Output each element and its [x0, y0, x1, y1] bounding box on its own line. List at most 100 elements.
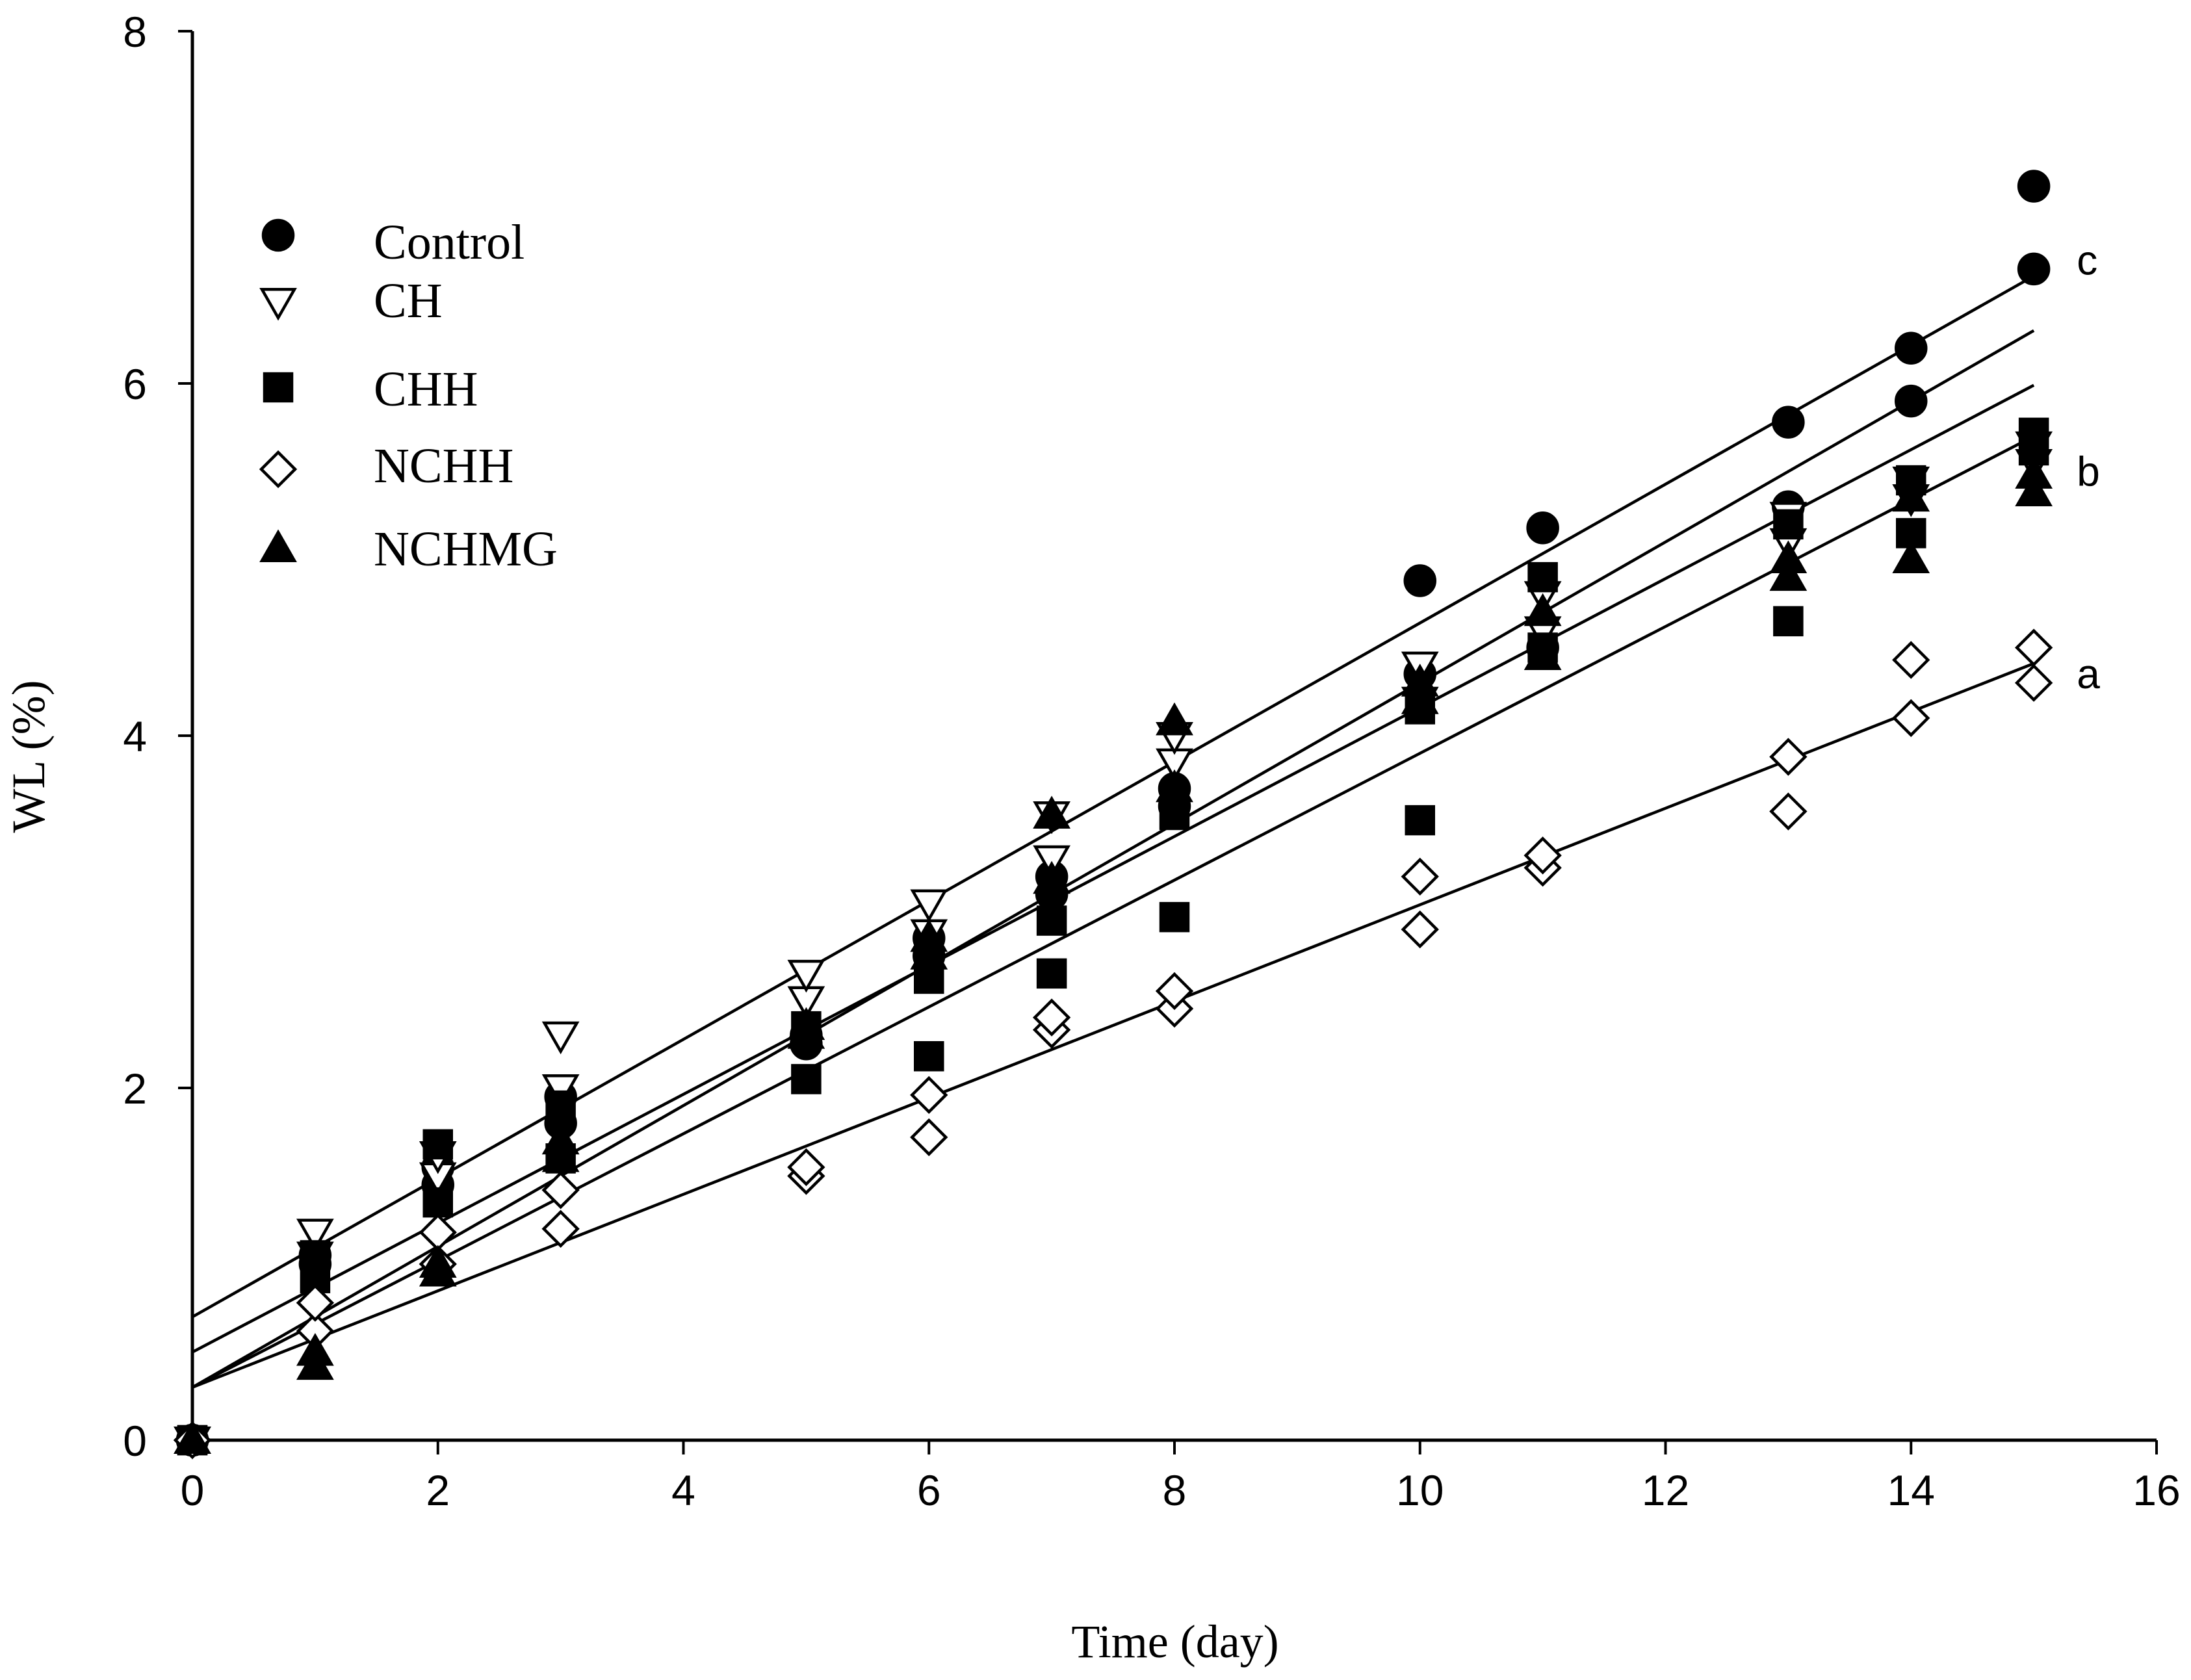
data-point-control: [1403, 564, 1436, 597]
legend-marker-ch: [259, 288, 297, 321]
data-point-nchh: [1523, 836, 1562, 875]
data-point-ch: [541, 1021, 580, 1055]
y-tick-label: 8: [123, 8, 147, 56]
data-point-nchh: [910, 1118, 948, 1157]
x-tick-label: 10: [1396, 1466, 1444, 1514]
data-point-chh: [1159, 799, 1190, 831]
annotation-label: c: [2077, 237, 2097, 283]
fit-lines: [191, 274, 2035, 1389]
data-point-nchmg: [787, 1007, 825, 1040]
data-point-nchmg: [2015, 473, 2053, 507]
data-point-control: [1526, 511, 1559, 545]
data-point-chh: [300, 1240, 331, 1271]
data-point-nchmg: [1523, 637, 1562, 671]
y-tick-label: 4: [123, 712, 147, 760]
series-nchh: [173, 628, 2053, 1460]
data-point-chh: [1773, 509, 1804, 540]
legend-marker-chh: [263, 372, 294, 403]
legend-label-nchmg: NCHMG: [374, 522, 558, 576]
series-ch: [174, 431, 2053, 1460]
data-point-nchh: [1401, 857, 1439, 896]
x-tick-label: 12: [1642, 1466, 1689, 1514]
legend-marker-nchh: [259, 450, 298, 489]
data-point-chh: [1036, 905, 1067, 936]
data-point-nchmg: [1401, 681, 1439, 714]
legend-label-ch: CH: [374, 274, 443, 328]
fit-line-chh: [191, 435, 2035, 1389]
data-point-ch: [910, 889, 948, 922]
fit-line-control: [191, 274, 2035, 1319]
fit-line-nchh: [192, 662, 2034, 1389]
data-point-nchmg: [910, 919, 948, 952]
data-point-nchmg: [541, 1139, 580, 1172]
data-point-nchmg: [1523, 593, 1562, 627]
data-markers: [173, 170, 2053, 1460]
data-point-ch: [787, 959, 825, 993]
legend-marker-nchmg: [259, 529, 297, 562]
y-tick-label: 6: [123, 360, 147, 408]
data-point-nchmg: [1892, 540, 1930, 573]
annotation-label: a: [2077, 651, 2100, 697]
x-tick-label: 6: [917, 1466, 941, 1514]
data-point-nchh: [541, 1209, 580, 1248]
data-point-nchmg: [1156, 702, 1193, 736]
axes: 0 2 4 6 8 10 12 14 16 0 2 4 6 8: [123, 8, 2180, 1514]
x-tick-label: 0: [181, 1466, 205, 1514]
data-point-nchh: [910, 1076, 948, 1115]
data-point-nchmg: [1892, 478, 1930, 512]
data-point-nchh: [2014, 628, 2053, 667]
data-point-nchh: [1401, 910, 1439, 949]
data-point-nchh: [1032, 998, 1071, 1037]
data-point-control: [2017, 170, 2051, 203]
data-point-nchmg: [1033, 795, 1071, 829]
data-point-nchh: [1769, 738, 1808, 776]
series-nchmg: [174, 456, 2053, 1454]
data-point-chh: [1405, 805, 1435, 836]
data-point-nchh: [1769, 792, 1808, 831]
x-tick-label: 14: [1887, 1466, 1935, 1514]
data-point-nchmg: [1769, 540, 1808, 573]
data-point-nchh: [1155, 972, 1194, 1011]
annotations: c b a: [2077, 237, 2100, 697]
legend-label-nchh: NCHH: [374, 439, 513, 493]
legend-label-control: Control: [374, 215, 525, 270]
data-point-control: [1895, 331, 1928, 365]
data-point-control: [1772, 406, 1805, 439]
data-point-nchmg: [174, 1421, 211, 1454]
data-point-nchmg: [1769, 558, 1808, 591]
data-point-nchmg: [419, 1245, 457, 1278]
data-point-nchh: [541, 1170, 580, 1209]
data-point-nchmg: [296, 1332, 334, 1366]
data-point-nchmg: [910, 937, 948, 970]
data-point-ch: [541, 1074, 580, 1107]
data-point-chh: [422, 1129, 453, 1159]
data-point-chh: [2018, 417, 2049, 448]
data-point-chh: [545, 1090, 576, 1121]
annotation-label: b: [2077, 448, 2100, 495]
data-point-control: [1895, 384, 1928, 418]
fit-line-ch: [191, 383, 2035, 1354]
data-point-nchh: [1892, 641, 1930, 679]
x-tick-label: 2: [426, 1466, 450, 1514]
legend-marker-control: [261, 218, 295, 252]
x-axis-title: Time (day): [1071, 1616, 1278, 1668]
fit-line-nchmg: [191, 329, 2035, 1389]
data-point-ch: [296, 1219, 334, 1252]
data-point-nchh: [419, 1213, 457, 1252]
data-point-nchmg: [2015, 456, 2053, 489]
data-point-nchh: [296, 1284, 335, 1322]
legend-label-chh: CHH: [374, 362, 478, 417]
data-point-chh: [1159, 901, 1190, 933]
data-point-nchh: [1892, 699, 1930, 738]
x-tick-label: 8: [1163, 1466, 1187, 1514]
x-tick-label: 4: [671, 1466, 695, 1514]
y-tick-label: 0: [123, 1417, 147, 1465]
y-tick-label: 2: [123, 1065, 147, 1113]
data-point-chh: [914, 1040, 944, 1072]
data-point-nchmg: [1401, 664, 1439, 697]
data-point-nchmg: [1156, 769, 1193, 803]
data-point-control: [2017, 252, 2051, 286]
data-point-chh: [422, 1187, 453, 1218]
